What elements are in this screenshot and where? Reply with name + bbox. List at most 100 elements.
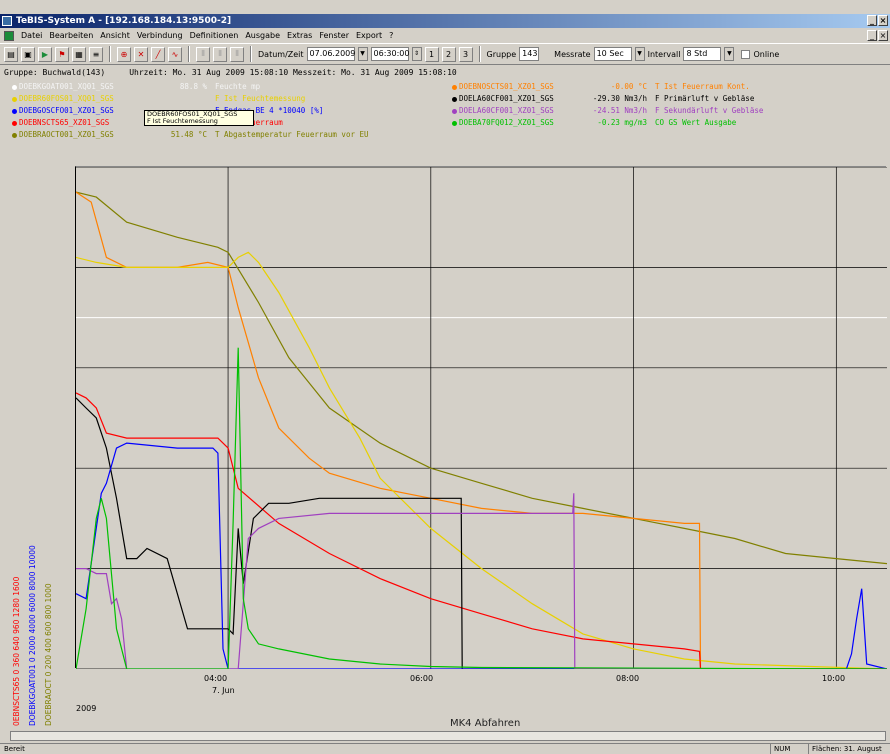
date-input[interactable]: 07.06.2009 [306,47,355,61]
legend-value: -24.51 Nm3/h [592,106,647,115]
cross-icon[interactable]: ✕ [134,46,148,62]
messrate-dropdown-icon[interactable]: ▼ [634,47,645,61]
legend-description: F Primärluft v Gebläse [655,94,755,103]
legend-item[interactable]: DOEBGOSCFO01_XZ01_SGS F Endgas BE 4 *1004… [12,106,323,118]
series-line-1 [75,191,887,670]
mdi-minimize-button[interactable]: _ [867,30,877,41]
legend-item[interactable]: DOEBNOSCTS01_XZ01_SGS -0.00 °C T Ist Feuer… [452,82,750,94]
jump-button[interactable]: 3 [458,46,473,62]
series-line-3 [75,392,887,670]
column3-icon[interactable]: ⫴ [230,46,244,62]
menu-bar: Datei Bearbeiten Ansicht Verbindung Defi… [0,29,890,42]
mdi-close-button[interactable]: × [878,30,888,41]
date-dropdown-icon[interactable]: ▼ [357,47,368,61]
window-title: TeBIS-System A - [192.168.184.13:9500-2] [16,16,232,26]
legend-tag: DOEBR60FOS01_XQ01_SGS [19,94,114,103]
legend-tag: DOEBA70FQ012_XZ01_SGS [459,118,554,127]
status-bar: Bereit NUM Flächen: 31. August [0,743,890,754]
legend-item[interactable]: DOEBA70FQ012_XZ01_SGS -0.23 mg/m3 CO GS We… [452,118,736,130]
trend-icon[interactable]: ∿ [168,46,182,62]
menu-ausgabe[interactable]: Ausgabe [245,31,281,40]
messrate-label: Messrate [554,49,591,59]
line-chart-icon[interactable]: ╱ [151,46,165,62]
legend: DOEBKGOAT001_XQ01_SGS 88.8 % Feuchte mp DOE… [12,82,884,156]
horizontal-scrollbar[interactable] [10,731,886,741]
status-num: NUM [770,744,790,754]
legend-color-dot [12,120,17,126]
menu-extras[interactable]: Extras [287,31,313,40]
menu-bearbeiten[interactable]: Bearbeiten [49,31,94,40]
column-icon[interactable]: ⫴ [196,46,210,62]
menu-export[interactable]: Export [355,31,383,40]
legend-tag: DOEBGOSCFO01_XZ01_SGS [19,106,114,115]
legend-item[interactable]: DOELA60CF001_XZ01_SGS -29.30 Nm3/h F Primä… [452,94,754,106]
online-checkbox[interactable] [741,49,751,59]
legend-color-dot [12,84,17,90]
series-line-6 [76,493,887,670]
chart-settings-icon[interactable]: ⚑ [55,46,69,62]
legend-item[interactable]: DOELA60CF001_XZ01_SGS -24.51 Nm3/h F Sekun… [452,106,763,118]
legend-tag: DOEBNSCTS65_XZ01_SGS [19,118,110,127]
minimize-button[interactable]: _ [867,15,877,26]
legend-value: -29.30 Nm3/h [592,94,647,103]
y-axis-label-olive: DOEBRAOCT 0 200 400 600 800 1000 [44,583,53,726]
prev-interval-button[interactable]: 1 [424,46,439,62]
legend-color-dot [452,96,457,102]
menu-verbindung[interactable]: Verbindung [136,31,183,40]
next-interval-button[interactable]: 2 [441,46,456,62]
legend-color-dot [12,132,17,138]
legend-color-dot [452,84,457,90]
grid-icon[interactable]: ▦ [72,46,86,62]
online-label: Online [753,49,780,59]
tooltip-desc: F Ist Feuchtemessung [147,117,218,125]
time-spin-icon[interactable]: ⇕ [411,47,422,61]
x-tick-label: 08:00 [616,674,640,683]
series-line-2 [75,251,888,670]
y-axis-label-blue: DOEBKGOAT001 0 2000 4000 6000 8000 10000 [28,545,37,726]
series-line-7 [75,347,888,670]
trend-chart[interactable] [75,166,888,670]
messrate-select[interactable]: 10 Sec [593,47,632,61]
legend-value: -0.23 mg/m3 [597,118,647,127]
legend-color-dot [452,120,457,126]
x-tick-label: 10:00 [822,674,846,683]
play-icon[interactable]: ▶ [38,46,52,62]
y-axis-labels: 0EBNSCTS65 0 360 640 960 1280 1600 DOEBK… [10,166,74,726]
zoom-in-icon[interactable]: ⊕ [117,46,131,62]
tooltip: DOEBR60FOS01_XQ01_SGS F Ist Feuchtemessu… [144,110,254,126]
intervall-dropdown-icon[interactable]: ▼ [724,47,735,61]
list-icon[interactable]: ≡ [89,46,103,62]
gruppe-input[interactable]: 143 [519,47,540,61]
legend-item[interactable]: DOEBRAOCT001_XZ01_SGS 51.48 °C T Abgastemp… [12,130,369,142]
close-button[interactable]: × [878,15,888,26]
toolbar-separator [250,46,252,62]
y-axis-label-red: 0EBNSCTS65 0 360 640 960 1280 1600 [12,576,21,726]
x-tick-label: 04:00 [204,674,228,683]
date-label: Datum/Zeit [258,49,304,59]
series-line-5 [75,442,888,670]
menu-ansicht[interactable]: Ansicht [100,31,130,40]
time-input[interactable]: 06:30:00 [370,47,409,61]
legend-tag: DOELA60CF001_XZ01_SGS [459,106,554,115]
save-icon[interactable]: ▣ [21,46,35,62]
menu-definitionen[interactable]: Definitionen [189,31,239,40]
menu-help[interactable]: ? [389,31,394,40]
gruppe-label: Gruppe [486,49,517,59]
plot-area[interactable] [75,166,888,670]
legend-value: 51.48 °C [170,130,207,139]
menu-datei[interactable]: Datei [21,31,43,40]
print-icon[interactable]: ▤ [4,46,18,62]
legend-tag: DOEBRAOCT001_XZ01_SGS [19,130,114,139]
legend-description: F Sekundärluft v Gebläse [655,106,764,115]
legend-description: T Ist Feuerraum Kont. [655,82,750,91]
legend-item[interactable]: DOEBR60FOS01_XQ01_SGS F Ist Feuchtemessun… [12,94,305,106]
legend-tag: DOEBNOSCTS01_XZ01_SGS [459,82,554,91]
legend-color-dot [12,108,17,114]
legend-item[interactable]: DOEBKGOAT001_XQ01_SGS 88.8 % Feuchte mp [12,82,260,94]
legend-tag: DOELA60CF001_XZ01_SGS [459,94,554,103]
intervall-select[interactable]: 8 Std [683,47,722,61]
menu-fenster[interactable]: Fenster [319,31,349,40]
column2-icon[interactable]: ⫴ [213,46,227,62]
x-tick-label: 06:00 [410,674,434,683]
